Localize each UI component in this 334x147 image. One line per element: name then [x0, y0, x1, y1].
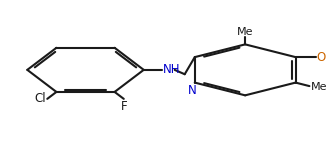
Text: F: F [121, 100, 127, 113]
Text: O: O [317, 51, 326, 64]
Text: Me: Me [237, 27, 254, 37]
Text: Me: Me [311, 82, 327, 92]
Text: N: N [188, 84, 196, 97]
Text: NH: NH [163, 63, 180, 76]
Text: Cl: Cl [34, 92, 46, 105]
